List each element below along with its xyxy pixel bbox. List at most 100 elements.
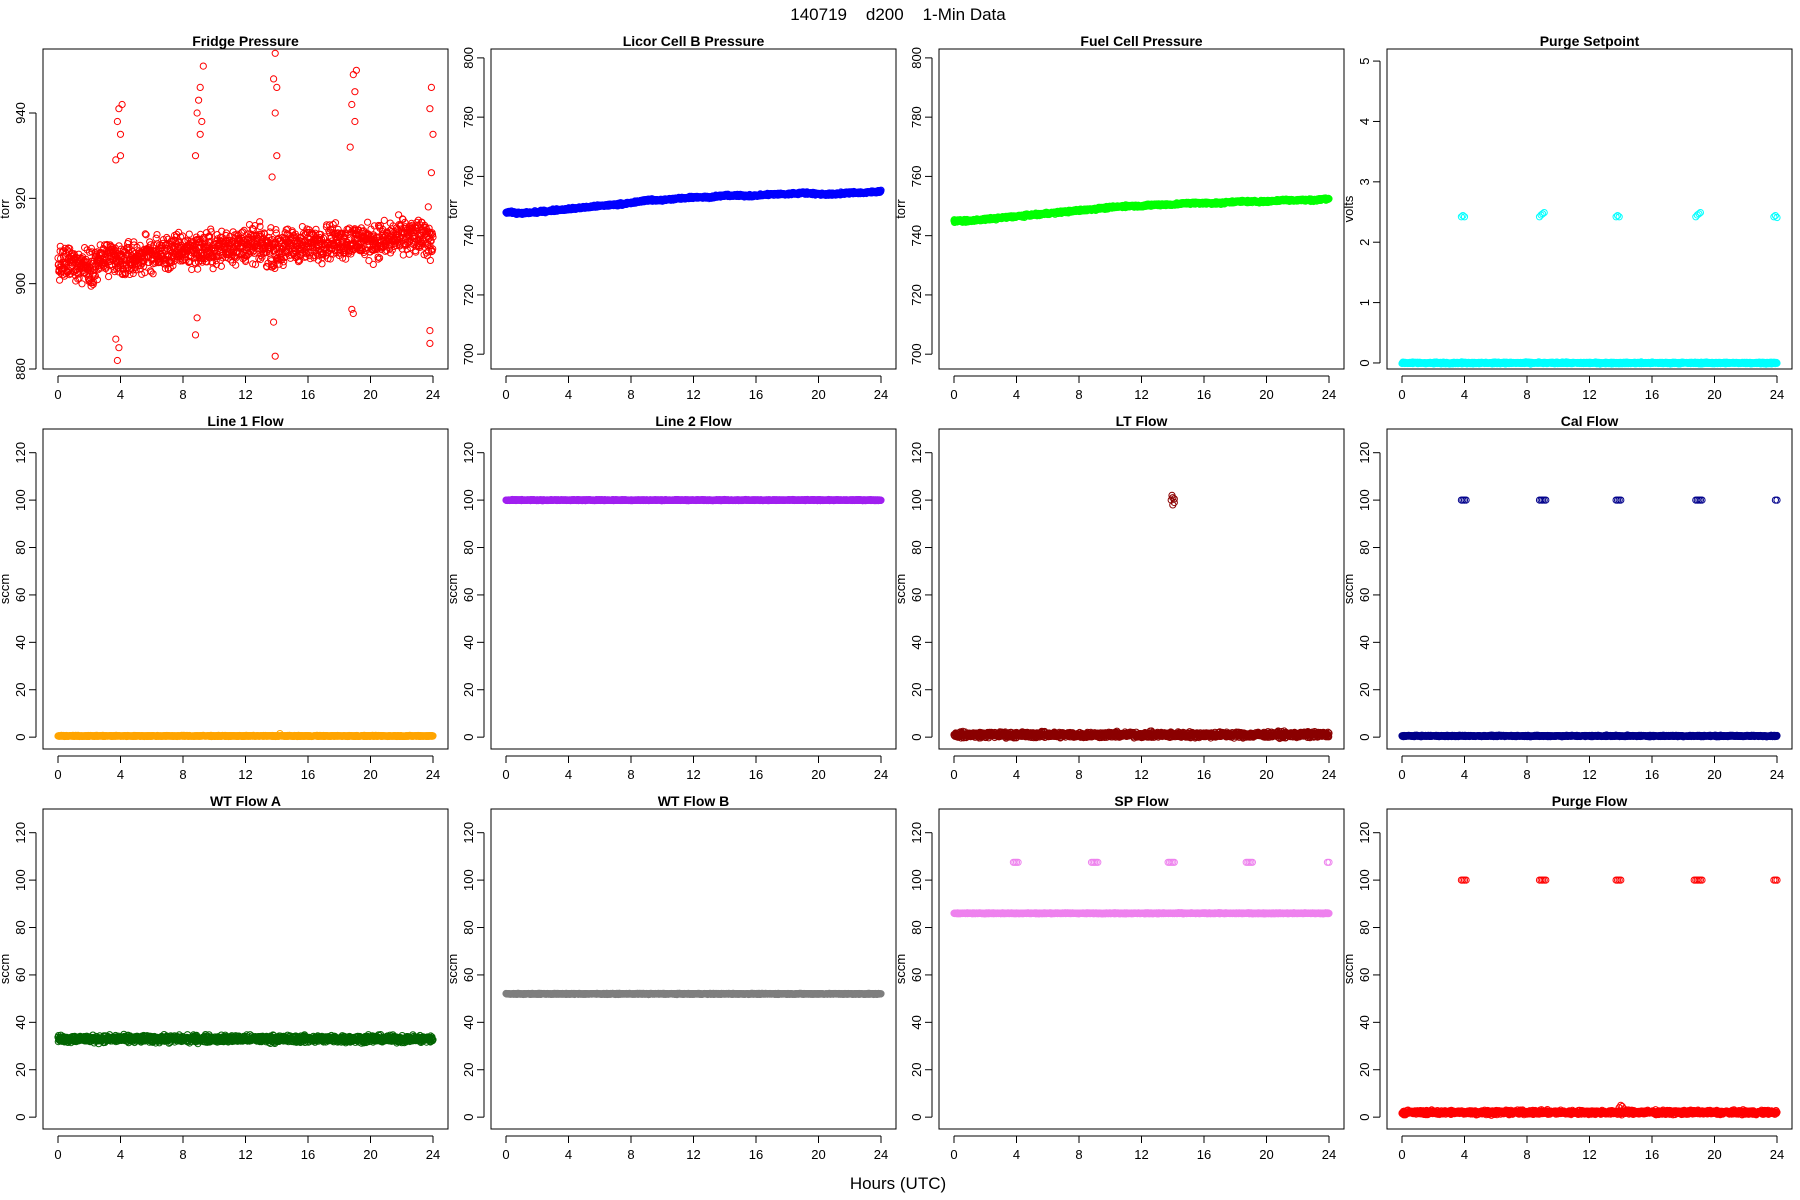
data-point bbox=[270, 262, 278, 270]
x-tick-label: 8 bbox=[179, 387, 186, 402]
data-point bbox=[130, 238, 138, 246]
data-point bbox=[427, 237, 435, 245]
data-point bbox=[270, 318, 278, 326]
data-point bbox=[271, 49, 279, 57]
x-tick-label: 24 bbox=[426, 387, 440, 402]
data-point bbox=[206, 233, 214, 241]
data-point bbox=[212, 260, 220, 268]
data-point bbox=[280, 258, 288, 266]
y-axis-label: torr bbox=[445, 199, 460, 219]
data-point bbox=[74, 275, 82, 283]
data-point bbox=[401, 218, 409, 226]
data-point bbox=[86, 264, 94, 272]
data-point bbox=[198, 117, 206, 126]
data-point bbox=[103, 240, 111, 249]
data-point bbox=[113, 117, 122, 126]
x-tick-label: 20 bbox=[811, 387, 825, 402]
y-tick-label: 740 bbox=[909, 225, 924, 247]
data-point bbox=[118, 100, 126, 109]
data-points bbox=[950, 194, 1333, 226]
data-point bbox=[429, 130, 437, 138]
data-point bbox=[395, 211, 403, 219]
y-tick-label: 700 bbox=[909, 343, 924, 365]
y-tick-label: 900 bbox=[13, 273, 28, 295]
data-point bbox=[101, 259, 110, 267]
x-tick-label: 0 bbox=[950, 387, 957, 402]
data-point bbox=[312, 225, 320, 233]
data-point bbox=[164, 265, 173, 274]
data-point bbox=[427, 83, 435, 92]
data-point bbox=[1325, 195, 1333, 203]
data-point bbox=[193, 314, 201, 322]
data-point bbox=[193, 109, 201, 117]
y-tick-label: 800 bbox=[909, 47, 924, 69]
data-point bbox=[376, 254, 384, 262]
data-point bbox=[365, 257, 373, 265]
y-tick-label: 800 bbox=[461, 47, 476, 69]
data-point bbox=[388, 246, 396, 254]
data-point bbox=[212, 257, 220, 265]
x-tick-label: 24 bbox=[1322, 387, 1336, 402]
y-tick-label: 720 bbox=[909, 284, 924, 306]
plot-frame bbox=[42, 48, 449, 370]
y-tick-label: 760 bbox=[461, 166, 476, 188]
data-point bbox=[87, 244, 96, 252]
data-point bbox=[273, 255, 281, 263]
data-point bbox=[429, 245, 437, 253]
data-point bbox=[270, 75, 278, 83]
data-point bbox=[397, 222, 405, 230]
data-point bbox=[272, 226, 280, 234]
data-point bbox=[342, 255, 350, 263]
data-point bbox=[251, 261, 260, 269]
data-point bbox=[185, 230, 193, 238]
data-point bbox=[256, 222, 264, 230]
data-point bbox=[273, 152, 281, 160]
data-point bbox=[116, 130, 125, 138]
data-point bbox=[217, 262, 225, 270]
data-point bbox=[351, 88, 359, 96]
data-point bbox=[115, 344, 123, 352]
data-points bbox=[1398, 209, 1781, 368]
x-tick-label: 16 bbox=[301, 387, 315, 402]
y-axis-label: torr bbox=[0, 199, 12, 219]
data-point bbox=[331, 219, 340, 227]
data-point bbox=[271, 264, 279, 272]
data-point bbox=[428, 230, 437, 238]
data-point bbox=[405, 250, 413, 258]
y-tick-label: 720 bbox=[461, 284, 476, 306]
data-point bbox=[329, 220, 337, 229]
data-point bbox=[132, 266, 140, 274]
x-axis: 0 4 8 12 16 20 24 bbox=[950, 375, 1336, 402]
data-point bbox=[364, 218, 372, 226]
x-tick-label: 4 bbox=[117, 387, 124, 402]
x-tick-label: 0 bbox=[54, 387, 61, 402]
x-tick-label: 12 bbox=[686, 387, 700, 402]
data-point bbox=[142, 231, 150, 239]
y-tick-label: 880 bbox=[13, 358, 28, 380]
figure-title: 140719 d200 1-Min Data bbox=[790, 5, 1006, 24]
x-tick-label: 4 bbox=[565, 387, 572, 402]
data-point bbox=[305, 252, 314, 260]
y-tick-label: 780 bbox=[909, 106, 924, 128]
data-point bbox=[147, 268, 155, 276]
data-point bbox=[256, 218, 264, 226]
data-point bbox=[191, 152, 200, 160]
data-point bbox=[214, 252, 222, 260]
data-point bbox=[279, 261, 287, 269]
data-point bbox=[113, 356, 122, 365]
y-tick-label: 740 bbox=[461, 225, 476, 247]
x-tick-label: 20 bbox=[363, 387, 377, 402]
data-point bbox=[426, 327, 434, 335]
data-point bbox=[249, 225, 257, 233]
plot-frame bbox=[938, 48, 1345, 370]
panel-title: Fuel Cell Pressure bbox=[1080, 33, 1202, 49]
data-points bbox=[54, 49, 437, 365]
data-point bbox=[112, 335, 120, 343]
